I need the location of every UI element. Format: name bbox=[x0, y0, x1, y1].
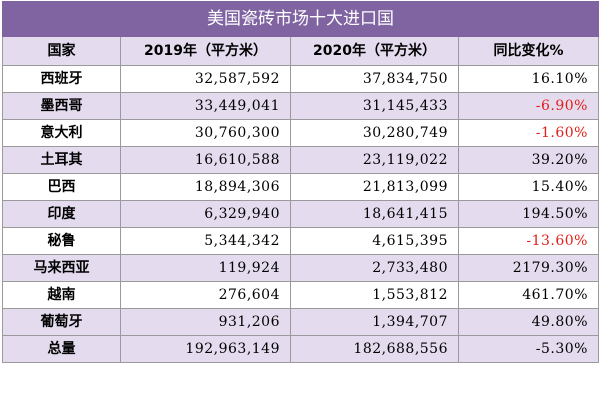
table-row: 越南 276,604 1,553,812 461.70% bbox=[2, 281, 599, 309]
country-cell: 马来西亚 bbox=[2, 254, 121, 282]
value-2020-cell: 30,280,749 bbox=[290, 119, 459, 147]
import-table: 美国瓷砖市场十大进口国 国家 2019年（平方米） 2020年（平方米） 同比变… bbox=[2, 1, 599, 363]
value-2019-cell: 32,587,592 bbox=[120, 65, 291, 93]
change-cell: -1.60% bbox=[458, 119, 599, 147]
country-cell: 意大利 bbox=[2, 119, 121, 147]
change-cell: 16.10% bbox=[458, 65, 599, 93]
table-row: 秘鲁 5,344,342 4,615,395 -13.60% bbox=[2, 227, 599, 255]
table-row: 西班牙 32,587,592 37,834,750 16.10% bbox=[2, 65, 599, 93]
value-2019-cell: 931,206 bbox=[120, 308, 291, 336]
value-2019-cell: 30,760,300 bbox=[120, 119, 291, 147]
country-cell: 葡萄牙 bbox=[2, 308, 121, 336]
country-cell: 越南 bbox=[2, 281, 121, 309]
change-cell: 39.20% bbox=[458, 146, 599, 174]
table-row: 巴西 18,894,306 21,813,099 15.40% bbox=[2, 173, 599, 201]
country-cell: 西班牙 bbox=[2, 65, 121, 93]
country-cell: 秘鲁 bbox=[2, 227, 121, 255]
value-2019-cell: 5,344,342 bbox=[120, 227, 291, 255]
change-cell: 461.70% bbox=[458, 281, 599, 309]
value-2020-cell: 4,615,395 bbox=[290, 227, 459, 255]
total-change-cell: -5.30% bbox=[458, 335, 599, 363]
change-cell: -6.90% bbox=[458, 92, 599, 120]
value-2020-cell: 1,394,707 bbox=[290, 308, 459, 336]
value-2019-cell: 276,604 bbox=[120, 281, 291, 309]
value-2020-cell: 37,834,750 bbox=[290, 65, 459, 93]
value-2020-cell: 31,145,433 bbox=[290, 92, 459, 120]
country-cell: 墨西哥 bbox=[2, 92, 121, 120]
change-cell: -13.60% bbox=[458, 227, 599, 255]
value-2019-cell: 16,610,588 bbox=[120, 146, 291, 174]
value-2019-cell: 33,449,041 bbox=[120, 92, 291, 120]
country-cell: 土耳其 bbox=[2, 146, 121, 174]
total-row: 总量 192,963,149 182,688,556 -5.30% bbox=[2, 335, 599, 363]
table-row: 马来西亚 119,924 2,733,480 2179.30% bbox=[2, 254, 599, 282]
table-row: 印度 6,329,940 18,641,415 194.50% bbox=[2, 200, 599, 228]
table-row: 墨西哥 33,449,041 31,145,433 -6.90% bbox=[2, 92, 599, 120]
value-2020-cell: 23,119,022 bbox=[290, 146, 459, 174]
change-cell: 15.40% bbox=[458, 173, 599, 201]
country-cell: 巴西 bbox=[2, 173, 121, 201]
value-2019-cell: 119,924 bbox=[120, 254, 291, 282]
table-row: 意大利 30,760,300 30,280,749 -1.60% bbox=[2, 119, 599, 147]
total-2020-cell: 182,688,556 bbox=[290, 335, 459, 363]
value-2019-cell: 18,894,306 bbox=[120, 173, 291, 201]
header-row: 国家 2019年（平方米） 2020年（平方米） 同比变化% bbox=[2, 36, 599, 66]
total-2019-cell: 192,963,149 bbox=[120, 335, 291, 363]
value-2020-cell: 1,553,812 bbox=[290, 281, 459, 309]
header-2020: 2020年（平方米） bbox=[290, 36, 459, 66]
title-row: 美国瓷砖市场十大进口国 bbox=[2, 1, 599, 37]
total-label-cell: 总量 bbox=[2, 335, 121, 363]
value-2020-cell: 21,813,099 bbox=[290, 173, 459, 201]
table-row: 土耳其 16,610,588 23,119,022 39.20% bbox=[2, 146, 599, 174]
change-cell: 194.50% bbox=[458, 200, 599, 228]
country-cell: 印度 bbox=[2, 200, 121, 228]
header-2019: 2019年（平方米） bbox=[120, 36, 291, 66]
value-2020-cell: 18,641,415 bbox=[290, 200, 459, 228]
change-cell: 2179.30% bbox=[458, 254, 599, 282]
change-cell: 49.80% bbox=[458, 308, 599, 336]
table-title: 美国瓷砖市场十大进口国 bbox=[2, 1, 599, 37]
value-2020-cell: 2,733,480 bbox=[290, 254, 459, 282]
value-2019-cell: 6,329,940 bbox=[120, 200, 291, 228]
table-row: 葡萄牙 931,206 1,394,707 49.80% bbox=[2, 308, 599, 336]
header-change: 同比变化% bbox=[458, 36, 599, 66]
header-country: 国家 bbox=[2, 36, 121, 66]
